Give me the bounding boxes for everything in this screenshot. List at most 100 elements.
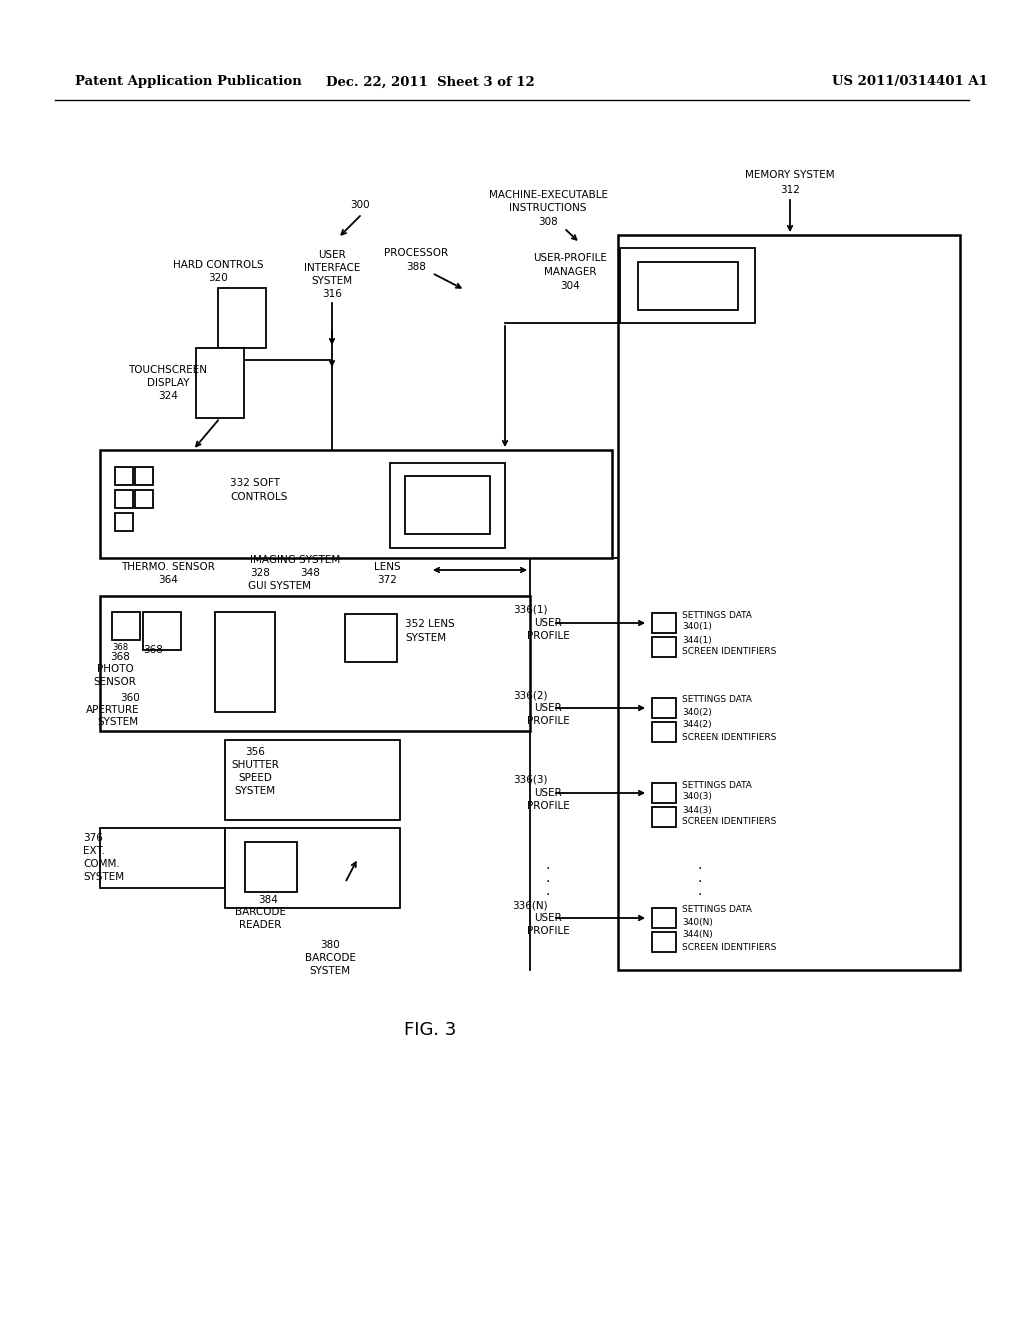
Text: SETTINGS DATA: SETTINGS DATA [682, 610, 752, 619]
Text: SYSTEM: SYSTEM [234, 785, 275, 796]
Bar [115, 467, 133, 484]
Text: 304: 304 [560, 281, 580, 290]
Text: Patent Application Publication: Patent Application Publication [75, 75, 302, 88]
Text: 372: 372 [377, 576, 397, 585]
Text: USER: USER [535, 618, 562, 628]
Bar [135, 467, 153, 484]
Text: USER: USER [318, 249, 346, 260]
Text: 368: 368 [110, 652, 130, 663]
Bar [225, 741, 400, 820]
Text: USER: USER [535, 788, 562, 799]
Bar [620, 248, 755, 323]
Text: SCREEN IDENTIFIERS: SCREEN IDENTIFIERS [682, 648, 776, 656]
Text: EXT.: EXT. [83, 846, 104, 855]
Bar [652, 612, 676, 634]
Text: 312: 312 [780, 185, 800, 195]
Text: SCREEN IDENTIFIERS: SCREEN IDENTIFIERS [682, 942, 776, 952]
Bar [112, 612, 140, 640]
Text: 344(2): 344(2) [682, 721, 712, 730]
Text: SYSTEM: SYSTEM [83, 873, 124, 882]
Text: 388: 388 [407, 261, 426, 272]
Text: IMAGING SYSTEM: IMAGING SYSTEM [250, 554, 340, 565]
Bar [345, 614, 397, 663]
Text: 340(1): 340(1) [682, 623, 712, 631]
Text: .: . [546, 858, 550, 873]
Text: USER: USER [535, 913, 562, 923]
Bar [115, 490, 133, 508]
Text: 384: 384 [258, 895, 278, 906]
Text: PROFILE: PROFILE [526, 715, 569, 726]
Text: APERTURE: APERTURE [86, 705, 140, 715]
Bar [245, 842, 297, 892]
Bar [100, 597, 530, 731]
Bar [652, 932, 676, 952]
Bar [215, 612, 275, 711]
Text: 336(1): 336(1) [513, 605, 548, 615]
Text: BARCODE: BARCODE [234, 907, 286, 917]
Text: USER-PROFILE: USER-PROFILE [534, 253, 607, 263]
Text: FIG. 3: FIG. 3 [403, 1020, 456, 1039]
Text: .: . [546, 871, 550, 884]
Text: 368: 368 [143, 645, 163, 655]
Text: GUI SYSTEM: GUI SYSTEM [249, 581, 311, 591]
Text: HARD CONTROLS: HARD CONTROLS [173, 260, 263, 271]
Text: PROCESSOR: PROCESSOR [384, 248, 449, 257]
Text: 324: 324 [158, 391, 178, 401]
Text: BARCODE: BARCODE [304, 953, 355, 964]
Text: .: . [697, 858, 702, 873]
Bar [618, 235, 961, 970]
Bar [652, 807, 676, 828]
Text: 316: 316 [323, 289, 342, 300]
Bar [100, 828, 225, 888]
Text: MEMORY SYSTEM: MEMORY SYSTEM [745, 170, 835, 180]
Text: 356: 356 [245, 747, 265, 756]
Text: 340(N): 340(N) [682, 917, 713, 927]
Text: PROFILE: PROFILE [526, 801, 569, 810]
Text: SYSTEM: SYSTEM [406, 634, 446, 643]
Text: CONTROLS: CONTROLS [230, 492, 288, 502]
Bar [652, 908, 676, 928]
Text: .: . [697, 871, 702, 884]
Text: 340(3): 340(3) [682, 792, 712, 801]
Text: .: . [697, 884, 702, 898]
Text: 332 SOFT: 332 SOFT [230, 478, 280, 488]
Text: 344(1): 344(1) [682, 635, 712, 644]
Text: MANAGER: MANAGER [544, 267, 596, 277]
Bar [652, 638, 676, 657]
Text: 376: 376 [83, 833, 102, 843]
Bar [225, 828, 400, 908]
Text: DISPLAY: DISPLAY [146, 378, 189, 388]
Bar [652, 698, 676, 718]
Text: SETTINGS DATA: SETTINGS DATA [682, 906, 752, 915]
Text: 348: 348 [300, 568, 319, 578]
Text: SYSTEM: SYSTEM [309, 966, 350, 975]
Text: SPEED: SPEED [238, 774, 272, 783]
Text: SYSTEM: SYSTEM [97, 717, 138, 727]
Text: 360: 360 [120, 693, 139, 704]
Text: PROFILE: PROFILE [526, 631, 569, 642]
Bar [218, 288, 266, 348]
Text: LENS: LENS [374, 562, 400, 572]
Text: SCREEN IDENTIFIERS: SCREEN IDENTIFIERS [682, 733, 776, 742]
Bar [115, 513, 133, 531]
Text: 336(N): 336(N) [512, 900, 548, 909]
Bar [652, 722, 676, 742]
Text: 336(3): 336(3) [513, 775, 548, 785]
Text: TOUCHSCREEN: TOUCHSCREEN [128, 366, 208, 375]
Text: 340(2): 340(2) [682, 708, 712, 717]
Text: SENSOR: SENSOR [93, 677, 136, 686]
Text: 352 LENS: 352 LENS [406, 619, 455, 630]
Text: 364: 364 [158, 576, 178, 585]
Bar [196, 348, 244, 418]
Bar [143, 612, 181, 649]
Text: US 2011/0314401 A1: US 2011/0314401 A1 [833, 75, 988, 88]
Text: USER: USER [535, 704, 562, 713]
Text: 336(2): 336(2) [513, 690, 548, 700]
Bar [638, 261, 738, 310]
Text: 300: 300 [350, 201, 370, 210]
Text: MACHINE-EXECUTABLE: MACHINE-EXECUTABLE [488, 190, 607, 201]
Text: INSTRUCTIONS: INSTRUCTIONS [509, 203, 587, 213]
Bar [652, 783, 676, 803]
Text: SETTINGS DATA: SETTINGS DATA [682, 696, 752, 705]
Text: INTERFACE: INTERFACE [304, 263, 360, 273]
